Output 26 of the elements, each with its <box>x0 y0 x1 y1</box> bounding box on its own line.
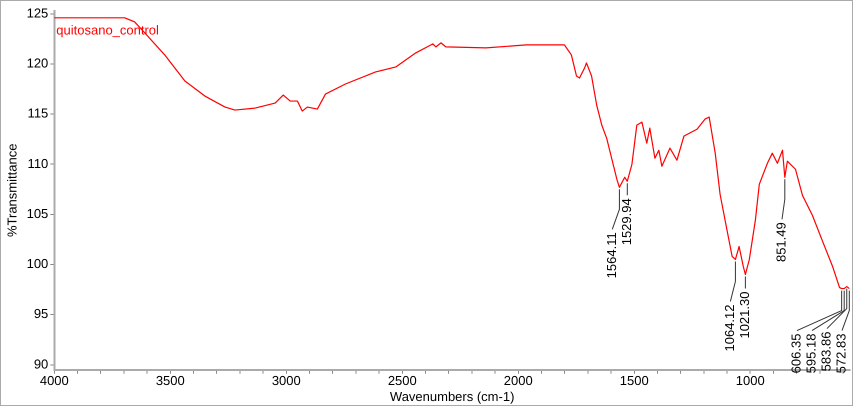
x-tick-label: 2500 <box>388 373 417 388</box>
y-tick-label: 120 <box>26 56 48 71</box>
y-tick-label: 100 <box>26 256 48 272</box>
annotation: 1064.12 <box>722 304 737 352</box>
y-tick-label: 115 <box>28 106 48 121</box>
annotation: 572.83 <box>834 334 849 374</box>
x-tick-label: 1500 <box>620 373 649 388</box>
annotation: 851.49 <box>774 222 789 262</box>
y-tick-label: 95 <box>34 306 48 322</box>
x-tick-label: 4000 <box>40 373 69 388</box>
x-axis-title: Wavenumbers (cm-1) <box>390 388 514 404</box>
x-tick-label: 3500 <box>156 373 185 388</box>
annotation: 606.35 <box>788 334 804 374</box>
y-tick-label: 90 <box>34 356 48 372</box>
annotation: 583.86 <box>818 332 834 372</box>
x-tick-label: 3000 <box>272 373 301 388</box>
annotation: 1564.11 <box>604 232 619 278</box>
y-tick-label: 125 <box>26 5 48 20</box>
x-tick-label: 1000 <box>736 373 765 388</box>
annotation: 1021.30 <box>736 292 752 339</box>
y-axis-title: %Transmittance <box>4 144 20 238</box>
annotation: 1529.94 <box>618 198 634 246</box>
annotation: 595.18 <box>804 334 819 374</box>
y-tick-label: 105 <box>26 206 48 221</box>
y-tick-label: 110 <box>28 156 48 171</box>
x-tick-label: 2000 <box>504 373 533 388</box>
